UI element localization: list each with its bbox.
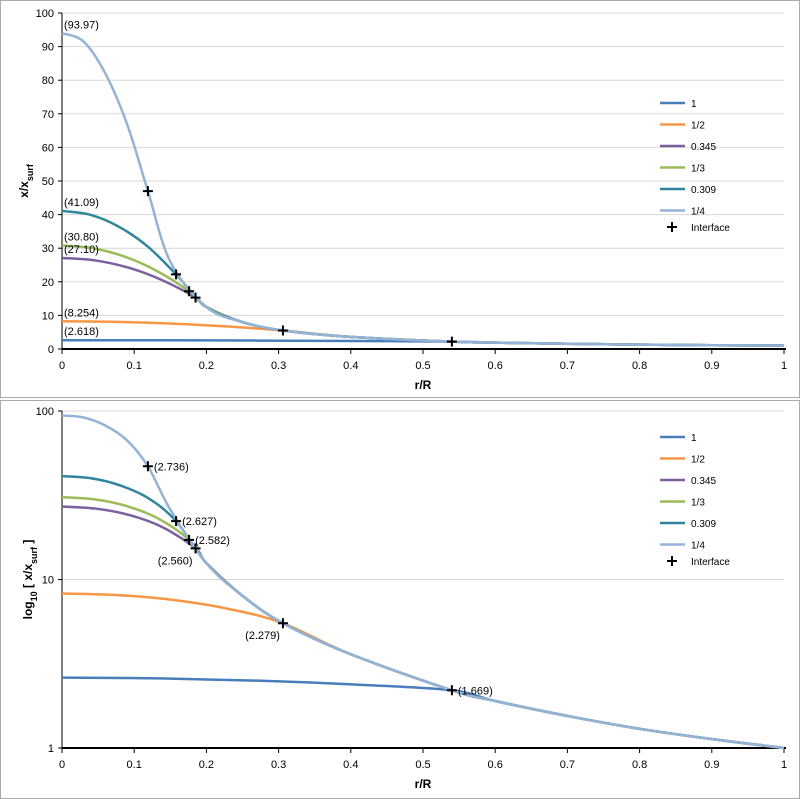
x-tick-label: 0.7 [560, 360, 575, 372]
x-tick-label: 0.2 [199, 759, 214, 771]
y-tick-label: 40 [42, 210, 54, 222]
data-label: (93.97) [64, 19, 99, 31]
y-axis-title: log10 [ x/xsurf ] [21, 540, 39, 620]
top-panel-border [0, 0, 800, 398]
interface-marker [171, 516, 182, 527]
x-tick-label: 0.4 [343, 360, 358, 372]
y-tick-label: 90 [42, 42, 54, 54]
x-tick-label: 1 [781, 360, 787, 372]
legend-label: 1/2 [691, 121, 705, 132]
x-tick-label: 0.8 [632, 759, 647, 771]
y-tick-label: 50 [42, 176, 54, 188]
interface-marker [142, 461, 153, 472]
legend-label: Interface [691, 223, 730, 234]
x-tick-label: 0.6 [488, 759, 503, 771]
legend-label: 1 [691, 99, 697, 110]
x-tick-label: 0.7 [560, 759, 575, 771]
x-tick-label: 0.3 [271, 759, 286, 771]
data-label: (2.279) [245, 630, 280, 642]
x-tick-label: 0.9 [704, 759, 719, 771]
legend-label: 1 [691, 433, 697, 444]
data-label: (2.627) [182, 516, 217, 528]
interface-marker [142, 186, 153, 197]
interface-marker [184, 286, 195, 297]
legend-label: Interface [691, 557, 730, 568]
interface-marker [667, 222, 677, 232]
series-line-1-4 [61, 414, 785, 750]
y-tick-label: 10 [42, 310, 54, 322]
x-tick-label: 1 [781, 759, 787, 771]
x-tick-label: 0.1 [127, 759, 142, 771]
y-tick-label: 10 [42, 575, 54, 587]
legend-label: 1/4 [691, 207, 705, 218]
y-tick-label: 30 [42, 243, 54, 255]
interface-marker [446, 685, 457, 696]
series-line-1-4 [61, 32, 785, 347]
x-tick-label: 0 [59, 360, 65, 372]
y-tick-label: 60 [42, 142, 54, 154]
x-tick-label: 0.1 [127, 360, 142, 372]
data-label: (27.10) [64, 244, 99, 256]
data-label: (41.09) [64, 197, 99, 209]
x-tick-label: 0.4 [343, 759, 358, 771]
data-label: (2.560) [158, 555, 193, 567]
legend-label: 1/3 [691, 164, 705, 175]
y-tick-label: 0 [48, 344, 54, 356]
y-tick-label: 100 [36, 8, 54, 20]
log-chart: 1 10 100 0 0.1 0.2 0.3 0.4 0.5 0.6 0.7 0.8 0.9 1 r/R lo… [21, 406, 787, 791]
interface-marker [190, 543, 201, 554]
data-label: (2.736) [154, 461, 189, 473]
data-label: (8.254) [64, 307, 99, 319]
x-tick-label: 0.6 [488, 360, 503, 372]
linear-chart: 0 10 20 30 40 50 60 70 80 90 100 0 0.1 0.2 0.3 0.4 0.5 0.… [17, 8, 787, 392]
bottom-panel-border [0, 400, 800, 799]
data-label: (2.582) [195, 535, 230, 547]
y-tick-label: 80 [42, 75, 54, 87]
x-tick-label: 0.2 [199, 360, 214, 372]
y-tick-label: 1 [48, 743, 54, 755]
x-tick-label: 0.5 [415, 360, 430, 372]
interface-marker [171, 269, 182, 280]
data-label: (1.669) [458, 685, 493, 697]
y-axis-title: x/xsurf [17, 163, 35, 198]
data-label: (2.618) [64, 326, 99, 338]
interface-marker [184, 534, 195, 545]
y-tick-label: 100 [36, 406, 54, 418]
x-tick-label: 0.5 [415, 759, 430, 771]
legend-label: 0.309 [691, 519, 716, 530]
interface-marker [277, 325, 288, 336]
x-tick-label: 0.3 [271, 360, 286, 372]
legend-label: 0.345 [691, 142, 716, 153]
interface-marker [446, 336, 457, 347]
data-label: (30.80) [64, 232, 99, 244]
legend-label: 0.345 [691, 476, 716, 487]
x-axis-title: r/R [415, 378, 432, 392]
x-tick-label: 0 [59, 759, 65, 771]
y-tick-label: 20 [42, 277, 54, 289]
x-tick-label: 0.8 [632, 360, 647, 372]
y-tick-label: 70 [42, 109, 54, 121]
x-axis-title: r/R [415, 777, 432, 791]
legend-label: 1/3 [691, 498, 705, 509]
interface-marker [277, 618, 288, 629]
interface-marker [667, 556, 677, 566]
interface-marker [190, 292, 201, 303]
legend-label: 1/4 [691, 541, 705, 552]
legend-label: 1/2 [691, 455, 705, 466]
x-tick-label: 0.9 [704, 360, 719, 372]
legend-label: 0.309 [691, 185, 716, 196]
